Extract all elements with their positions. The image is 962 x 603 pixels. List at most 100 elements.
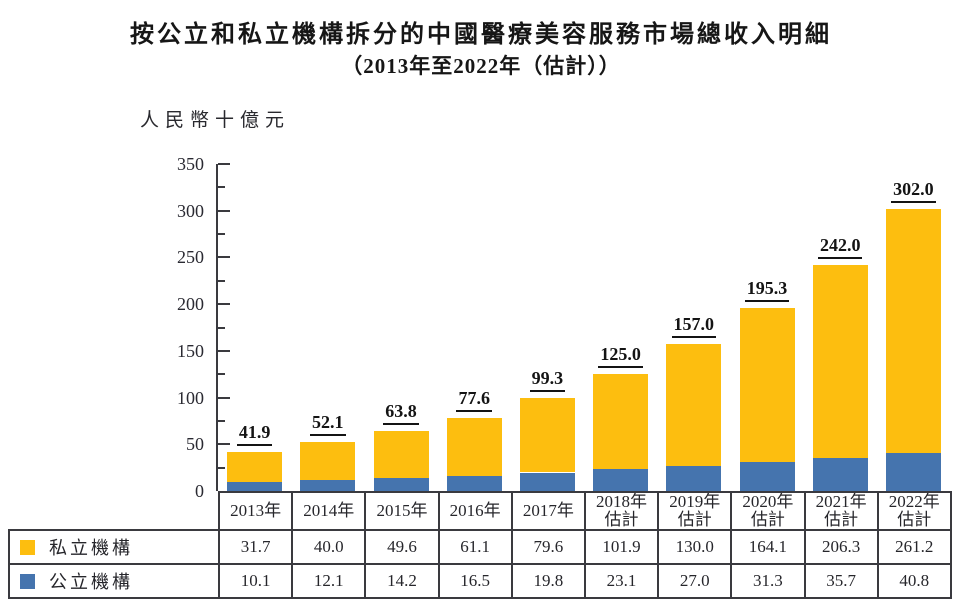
bar-segment-private xyxy=(300,442,356,480)
data-table: 2013年 2014年 2015年 2016年 2017年 2018年 估計 2019年 估計 2… xyxy=(8,491,952,599)
legend-swatch-public xyxy=(20,573,35,589)
bar-segment-public xyxy=(593,469,649,491)
bar-segment-public xyxy=(446,475,502,491)
value-cell: 14.2 xyxy=(364,563,440,599)
bar-total-value: 125.0 xyxy=(598,344,643,369)
bar-total-value: 157.0 xyxy=(671,314,717,339)
bar-segment-private xyxy=(593,374,649,470)
value-cell: 206.3 xyxy=(803,529,879,565)
value-cell: 10.1 xyxy=(217,563,294,599)
category-header-cell: 2016年 xyxy=(437,491,513,531)
legend-cell: 私立機構 xyxy=(8,529,220,565)
y-axis-major-tick xyxy=(218,443,230,446)
legend-cell: 公立機構 xyxy=(8,563,220,599)
bar-total-value: 195.3 xyxy=(744,278,790,303)
value-cell: 27.0 xyxy=(657,563,733,599)
y-axis-line xyxy=(216,164,218,491)
category-header-cell: 2015年 xyxy=(364,491,440,531)
bar-segment-private xyxy=(519,398,575,473)
value-cell: 40.8 xyxy=(876,563,952,599)
y-axis-tick-label: 200 xyxy=(177,294,204,315)
chart-title: 按公立和私立機構拆分的中國醫療美容服務市場總收入明細 xyxy=(130,22,832,48)
bar-segment-private xyxy=(446,418,502,476)
y-axis-tick-label: 0 xyxy=(195,481,204,501)
bar-segment-public xyxy=(666,465,722,491)
category-header-cell: 2017年 xyxy=(510,491,586,531)
category-header-cell: 2014年 xyxy=(291,491,367,531)
bar-total-value: 52.1 xyxy=(310,412,346,437)
y-axis-minor-tick xyxy=(218,419,225,422)
category-header-cell: 2021年 估計 xyxy=(803,491,879,531)
value-cell: 164.1 xyxy=(730,529,806,565)
value-cell: 19.8 xyxy=(510,563,586,599)
bar-total-label: 41.9 xyxy=(213,421,297,446)
value-cell: 31.7 xyxy=(217,529,294,565)
y-axis-tick-label: 300 xyxy=(177,200,204,221)
bar-total-label: 125.0 xyxy=(579,344,663,369)
bar-total-label: 242.0 xyxy=(798,234,882,259)
value-cell: 49.6 xyxy=(364,529,440,565)
y-axis-minor-tick xyxy=(218,186,225,189)
value-cell: 79.6 xyxy=(510,529,586,565)
table-corner-spacer xyxy=(9,492,219,530)
bar-segment-private xyxy=(227,451,283,482)
y-axis-major-tick xyxy=(218,303,230,306)
legend-label: 私立機構 xyxy=(49,538,133,558)
bar-total-label: 195.3 xyxy=(725,278,809,303)
y-axis-major-tick xyxy=(218,256,230,259)
bar-segment-private xyxy=(666,344,722,466)
bar-segment-public xyxy=(300,479,356,491)
bar-segment-private xyxy=(812,264,868,458)
category-header-cell: 2019年 估計 xyxy=(657,491,733,531)
y-axis-major-tick xyxy=(218,349,230,352)
value-cell: 261.2 xyxy=(876,529,952,565)
legend-item-public: 公立機構 xyxy=(11,568,217,594)
chart-subtitle: （2013年至2022年（估計）） xyxy=(341,54,621,78)
value-cell: 31.3 xyxy=(730,563,806,599)
bar-total-value: 41.9 xyxy=(236,421,273,446)
bar-total-label: 52.1 xyxy=(286,412,370,437)
bar-segment-public xyxy=(373,477,429,491)
y-axis-major-tick xyxy=(218,396,230,399)
y-axis-tick-label: 100 xyxy=(177,387,204,408)
value-cell: 12.1 xyxy=(291,563,367,599)
bar-segment-private xyxy=(373,431,429,478)
value-cell: 101.9 xyxy=(583,529,660,565)
legend-item-private: 私立機構 xyxy=(11,534,217,560)
y-axis-tick-label: 350 xyxy=(177,154,204,174)
y-axis-tick-label: 150 xyxy=(177,340,204,361)
value-cell: 35.7 xyxy=(803,563,879,599)
bar-total-label: 99.3 xyxy=(505,368,589,393)
y-axis-unit-label: 人民幣十億元 xyxy=(140,110,291,131)
category-header-cell: 2022年 估計 xyxy=(876,491,952,531)
y-axis-major-tick xyxy=(218,163,230,165)
bar-segment-public xyxy=(739,461,795,491)
bar-total-value: 302.0 xyxy=(891,178,936,203)
value-cell: 61.1 xyxy=(437,529,513,565)
bar-total-label: 302.0 xyxy=(871,178,955,203)
value-cell: 40.0 xyxy=(291,529,367,565)
bar-total-value: 77.6 xyxy=(456,388,492,413)
y-axis-minor-tick xyxy=(218,373,225,376)
y-axis-minor-tick xyxy=(218,279,225,282)
category-header-cell: 2018年 估計 xyxy=(583,491,660,531)
bar-total-value: 242.0 xyxy=(817,234,863,259)
y-axis-tick-label: 50 xyxy=(186,434,204,455)
value-cell: 130.0 xyxy=(657,529,733,565)
bar-segment-public xyxy=(812,457,868,491)
y-axis-tick-label: 250 xyxy=(177,247,204,268)
value-cell: 16.5 xyxy=(437,563,513,599)
y-axis-minor-tick xyxy=(218,466,225,469)
bar-total-value: 63.8 xyxy=(383,401,419,426)
legend-label: 公立機構 xyxy=(49,572,133,592)
y-axis-minor-tick xyxy=(218,326,225,329)
bar-segment-private xyxy=(885,208,941,453)
y-axis-minor-tick xyxy=(218,233,225,236)
bar-total-label: 157.0 xyxy=(652,314,736,339)
value-cell: 23.1 xyxy=(583,563,660,599)
category-header-cell: 2013年 xyxy=(217,491,294,531)
bar-total-value: 99.3 xyxy=(529,368,566,393)
bar-segment-private xyxy=(739,308,795,462)
y-axis-major-tick xyxy=(218,209,230,212)
